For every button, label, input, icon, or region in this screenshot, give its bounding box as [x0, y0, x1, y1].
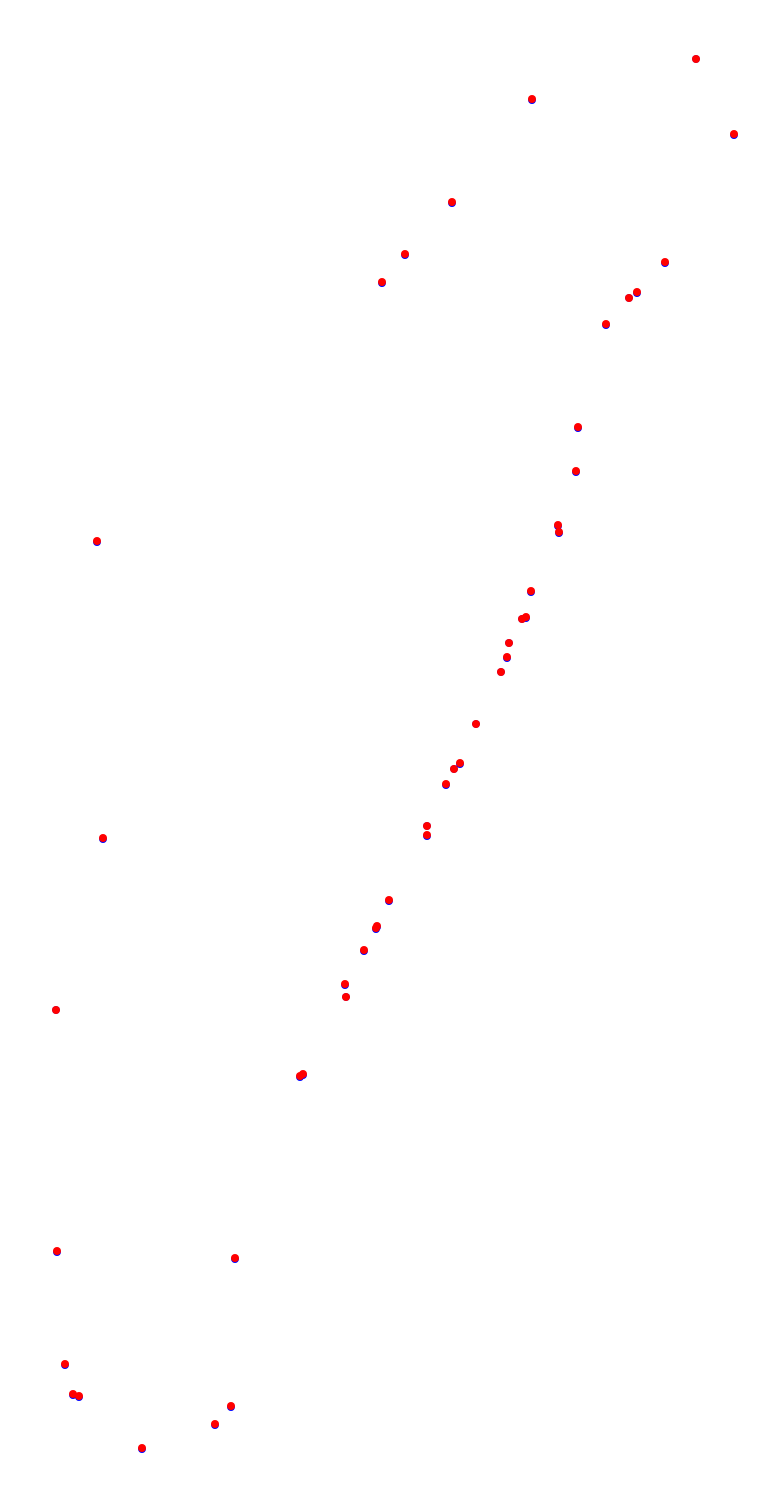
data-point-series-1-5	[378, 278, 386, 286]
data-point-series-1-26	[423, 831, 431, 839]
data-point-series-1-9	[602, 320, 610, 328]
data-point-series-1-36	[296, 1072, 304, 1080]
data-point-series-1-8	[625, 294, 633, 302]
series-layer	[52, 55, 738, 1453]
data-point-series-1-7	[633, 288, 641, 296]
data-point-series-1-3	[448, 198, 456, 206]
data-point-series-1-12	[554, 521, 562, 529]
data-point-series-1-28	[385, 896, 393, 904]
data-point-series-1-32	[341, 980, 349, 988]
data-point-series-1-21	[472, 720, 480, 728]
data-point-series-1-42	[227, 1402, 235, 1410]
data-point-series-1-20	[497, 668, 505, 676]
data-point-series-1-13	[555, 528, 563, 536]
data-point-series-1-38	[231, 1254, 239, 1262]
data-point-series-1-15	[527, 587, 535, 595]
data-point-series-1-30	[372, 924, 380, 932]
data-point-series-1-11	[572, 467, 580, 475]
data-point-series-1-19	[503, 653, 511, 661]
data-point-series-1-2	[730, 130, 738, 138]
data-point-series-1-10	[574, 423, 582, 431]
data-point-series-1-22	[456, 759, 464, 767]
data-point-series-1-27	[99, 834, 107, 842]
data-point-series-1-43	[211, 1420, 219, 1428]
data-point-series-1-25	[423, 822, 431, 830]
data-point-series-1-44	[138, 1444, 146, 1452]
data-point-series-1-41	[75, 1392, 83, 1400]
data-point-series-1-34	[52, 1006, 60, 1014]
data-point-series-1-1	[528, 95, 536, 103]
series-1	[52, 55, 738, 1452]
data-point-series-1-4	[401, 250, 409, 258]
data-point-series-1-17	[518, 615, 526, 623]
data-point-series-1-6	[661, 258, 669, 266]
data-point-series-1-24	[442, 780, 450, 788]
data-point-series-1-37	[53, 1247, 61, 1255]
data-point-series-1-39	[61, 1360, 69, 1368]
data-point-series-1-18	[505, 639, 513, 647]
data-point-series-1-14	[93, 537, 101, 545]
data-point-series-1-33	[342, 993, 350, 1001]
data-point-series-1-0	[692, 55, 700, 63]
data-point-series-1-23	[450, 765, 458, 773]
data-point-series-1-31	[360, 946, 368, 954]
